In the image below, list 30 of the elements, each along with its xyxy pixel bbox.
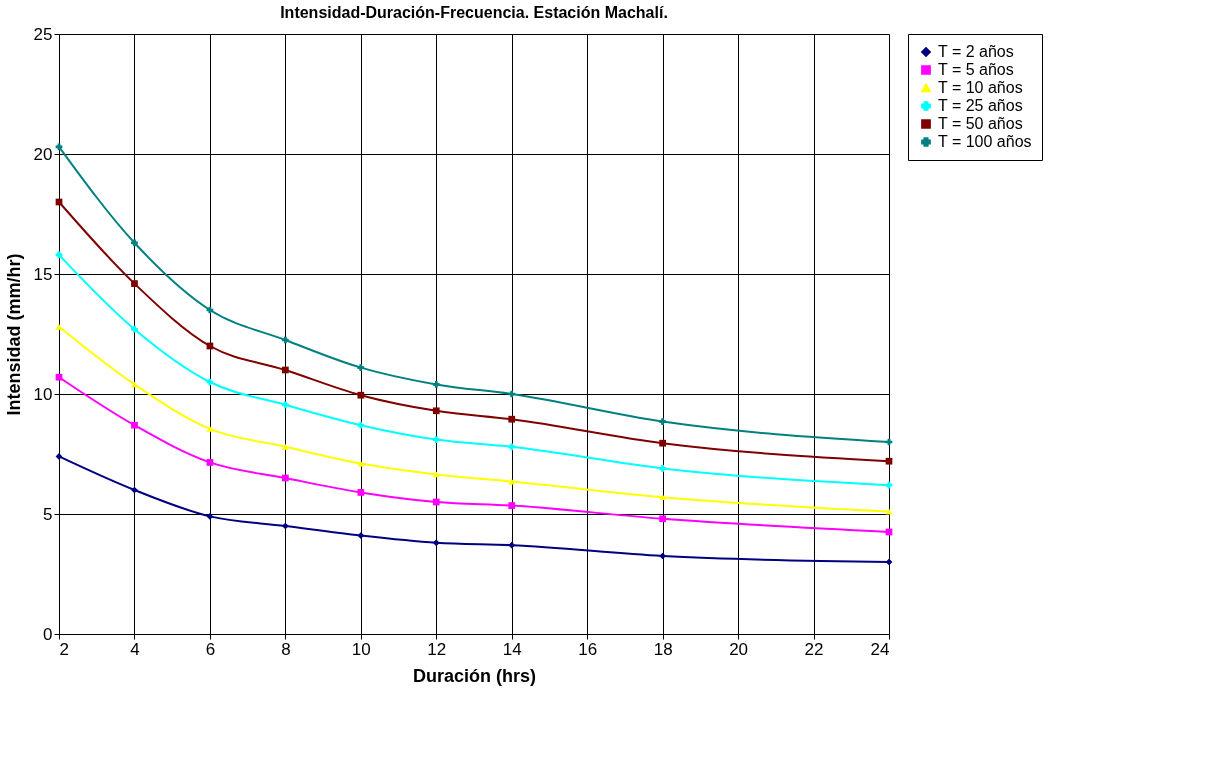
x-tick-label: 14 xyxy=(502,639,522,659)
y-tick-label: 25 xyxy=(33,24,53,44)
legend-label: T = 2 años xyxy=(938,43,1014,60)
y-tick-label: 5 xyxy=(43,504,53,524)
y-tick-label: 10 xyxy=(33,384,53,404)
y-tick-label: 15 xyxy=(33,264,53,284)
x-tick-label: 2 xyxy=(59,639,69,659)
legend-label: T = 10 años xyxy=(938,79,1023,96)
point xyxy=(659,418,666,425)
chart-title: Intensidad-Duración-Frecuencia. Estación Machalí. xyxy=(280,4,668,21)
y-tick-label: 20 xyxy=(33,144,53,164)
x-tick-label: 24 xyxy=(870,639,890,659)
legend-label: T = 5 años xyxy=(938,61,1014,78)
x-tick-label: 10 xyxy=(351,639,371,659)
legend-label: T = 25 años xyxy=(938,97,1023,114)
x-tick-label: 12 xyxy=(427,639,447,659)
x-tick-label: 20 xyxy=(729,639,749,659)
x-tick-label: 8 xyxy=(281,639,291,659)
x-tick-label: 22 xyxy=(804,639,824,659)
y-tick-label: 0 xyxy=(43,624,53,644)
x-axis-title: Duración (hrs) xyxy=(412,665,537,686)
legend-label: T = 100 años xyxy=(938,133,1032,150)
x-tick-label: 6 xyxy=(205,639,216,659)
point xyxy=(131,280,138,287)
legend-label: T = 50 años xyxy=(938,115,1023,132)
x-tick-label: 18 xyxy=(653,639,673,659)
point xyxy=(659,465,666,472)
x-tick-label: 4 xyxy=(130,639,140,659)
y-axis-title: Intensidad (mm/hr) xyxy=(3,253,24,416)
x-tick-label: 16 xyxy=(578,639,598,659)
